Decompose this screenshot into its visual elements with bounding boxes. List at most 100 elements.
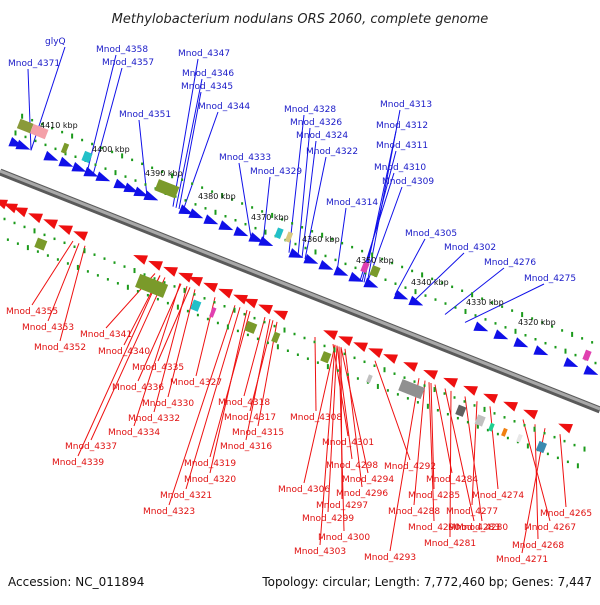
leader-line — [489, 406, 499, 490]
leader-line — [59, 245, 86, 342]
forward-gene-arrow — [178, 204, 194, 215]
feature-block — [34, 237, 48, 251]
forward-gene-arrow — [58, 156, 74, 167]
forward-gene-arrow — [83, 166, 99, 177]
reverse-gene-arrow — [178, 272, 193, 283]
feature-block — [455, 404, 467, 417]
gene-label-bottom: Mnod_4334 — [108, 428, 160, 438]
gene-label-bottom: Mnod_4271 — [496, 555, 548, 565]
gene-label-top: glyQ — [45, 37, 66, 47]
leader-line — [262, 176, 271, 243]
reverse-gene-arrow — [503, 401, 518, 412]
gene-label-bottom: Mnod_4339 — [52, 458, 104, 468]
feature-block — [135, 273, 169, 298]
gene-label-top: Mnod_4275 — [524, 274, 576, 284]
leader-line — [361, 150, 397, 282]
leader-line — [27, 68, 32, 151]
leader-line — [534, 424, 539, 540]
reverse-gene-arrow — [368, 348, 383, 358]
leader-line — [301, 140, 317, 258]
gene-label-bottom: Mnod_4306 — [278, 485, 330, 495]
gene-label-top: Mnod_4329 — [250, 167, 302, 177]
scale-label: 4360 kbp — [302, 235, 340, 244]
leader-line — [344, 348, 363, 488]
gene-label-bottom: Mnod_4352 — [34, 343, 86, 353]
gene-label-bottom: Mnod_4318 — [218, 398, 270, 408]
reverse-gene-arrow — [188, 276, 203, 287]
forward-gene-arrow — [71, 162, 87, 172]
map-title: Methylobacterium nodulans ORS 2060, comp… — [112, 12, 489, 27]
reverse-gene-arrow — [3, 203, 19, 214]
leader-line — [168, 305, 236, 506]
reverse-gene-arrow — [163, 266, 178, 277]
leader-line — [90, 277, 166, 441]
gene-label-bottom: Mnod_4332 — [128, 414, 180, 424]
gene-label-bottom: Mnod_4285 — [408, 491, 460, 501]
gene-label-bottom: Mnod_4300 — [318, 533, 370, 543]
gene-label-bottom: Mnod_4323 — [143, 507, 195, 517]
gene-label-bottom: Mnod_4290 — [408, 523, 460, 533]
gene-label-bottom: Mnod_4294 — [342, 475, 394, 485]
reverse-gene-arrow — [403, 362, 418, 372]
reverse-gene-arrow — [43, 219, 58, 230]
reverse-gene-arrow — [338, 336, 353, 347]
reverse-gene-arrow — [443, 377, 458, 388]
gene-label-top: Mnod_4344 — [198, 102, 250, 112]
reverse-gene-arrow — [423, 370, 438, 380]
gene-arrows — [0, 137, 599, 434]
gene-label-bottom: Mnod_4296 — [336, 489, 388, 499]
forward-gene-arrow — [15, 139, 31, 150]
topology-summary-text: Topology: circular; Length: 7,772,460 bp… — [261, 575, 592, 589]
leader-line — [464, 396, 483, 522]
feature-block — [154, 179, 180, 199]
forward-gene-arrow — [133, 186, 149, 197]
leader-line — [182, 111, 219, 211]
gene-label-bottom: Mnod_4335 — [132, 363, 184, 373]
leader-line — [243, 316, 266, 397]
accession-text: Accession: NC_011894 — [8, 575, 144, 589]
leader-line — [31, 240, 74, 306]
scale-label: 4320 kbp — [518, 318, 556, 327]
leader-line — [153, 286, 188, 413]
forward-gene-arrow — [218, 220, 234, 231]
gene-label-top: Mnod_4305 — [405, 229, 457, 239]
leader-line — [175, 78, 203, 208]
feature-block — [474, 414, 486, 427]
gene-label-bottom: Mnod_4267 — [524, 523, 576, 533]
gene-label-bottom: Mnod_4330 — [142, 399, 194, 409]
forward-gene-arrow — [113, 178, 129, 189]
reverse-gene-arrow — [148, 260, 163, 271]
leader-line — [167, 289, 196, 398]
gene-label-bottom: Mnod_4320 — [184, 475, 236, 485]
reverse-gene-arrow — [243, 298, 258, 309]
leader-line — [47, 243, 80, 322]
forward-gene-arrow — [513, 337, 529, 348]
gene-label-bottom: Mnod_4308 — [290, 413, 342, 423]
gene-label-bottom: Mnod_4280 — [456, 523, 508, 533]
reverse-gene-arrow — [133, 255, 148, 265]
leader-line — [374, 360, 411, 461]
gene-label-top: Mnod_4276 — [484, 258, 536, 268]
genome-backbone — [0, 168, 600, 414]
reverse-gene-arrow — [523, 409, 538, 420]
leader-line — [133, 283, 181, 427]
feature-block — [284, 231, 294, 243]
scale-label: 4400 kbp — [92, 145, 130, 154]
forward-gene-arrow — [363, 277, 379, 288]
forward-gene-arrow — [248, 232, 264, 242]
leader-line — [559, 434, 567, 508]
forward-gene-arrow — [123, 182, 139, 193]
leader-line — [413, 380, 426, 506]
gene-label-top: Mnod_4312 — [376, 121, 428, 131]
gene-label-bottom: Mnod_4337 — [65, 442, 117, 452]
forward-gene-arrow — [43, 150, 59, 161]
forward-gene-arrow — [188, 208, 204, 219]
forward-gene-arrow — [493, 329, 509, 340]
feature-block — [244, 320, 258, 334]
gene-label-bottom: Mnod_4301 — [322, 438, 374, 448]
scale-labels: 4410 kbp 4400 kbp 4390 kbp 4380 kbp 4370 kbp… — [40, 121, 556, 327]
reverse-gene-arrow — [483, 393, 498, 404]
forward-gene-arrow — [203, 214, 219, 225]
gene-label-bottom: Mnod_4292 — [384, 462, 436, 472]
reverse-gene-arrow — [233, 294, 248, 305]
